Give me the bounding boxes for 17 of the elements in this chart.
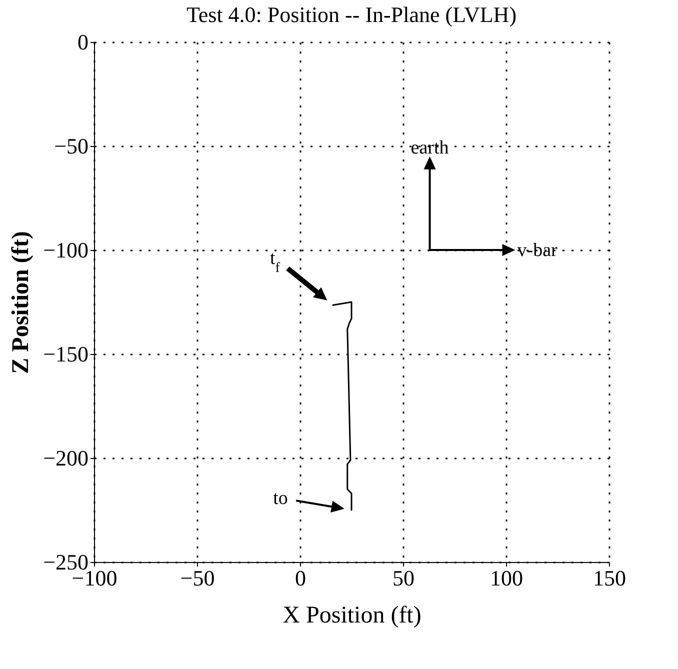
annotation: t$_{f}$ [270, 248, 280, 276]
x-tick-label: 100 [490, 566, 523, 590]
x-axis-title: X Position (ft) [282, 602, 422, 628]
y-tick-label: −50 [54, 134, 88, 158]
x-tick-label: 150 [593, 566, 626, 590]
y-tick-label: −150 [43, 342, 88, 366]
y-tick-label: −100 [43, 238, 88, 262]
annotation: earth [410, 137, 450, 158]
y-tick-label: 0 [78, 30, 88, 54]
x-tick-label: 0 [295, 566, 306, 590]
x-tick-label: −50 [180, 566, 215, 590]
annotation: v-bar [517, 240, 558, 261]
y-axis-title: Z Position (ft) [8, 231, 34, 374]
x-tick-label: 50 [392, 566, 414, 590]
chart-title: Test 4.0: Position -- In-Plane (LVLH) [186, 2, 517, 27]
y-tick-label: −200 [43, 446, 88, 470]
annotation: to [273, 488, 288, 509]
